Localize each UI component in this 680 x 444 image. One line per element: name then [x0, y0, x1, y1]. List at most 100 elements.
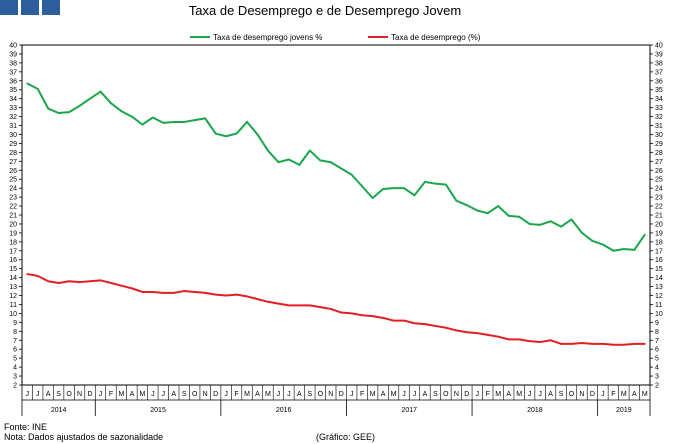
data-point — [89, 97, 91, 100]
data-point — [267, 149, 269, 152]
data-point — [193, 291, 196, 293]
y-tick-label-left: 7 — [13, 338, 17, 345]
y-tick-label-right: 40 — [655, 43, 663, 50]
y-tick-label-right: 20 — [655, 221, 663, 228]
data-point — [329, 308, 332, 310]
x-tick-label-month: N — [203, 391, 208, 398]
y-tick-label-right: 36 — [655, 78, 663, 85]
x-tick-label-month: J — [151, 391, 155, 398]
x-tick-label-month: A — [297, 391, 302, 398]
data-point — [612, 343, 615, 346]
y-tick-label-left: 10 — [9, 311, 17, 318]
x-tick-label-month: J — [36, 391, 40, 398]
data-point — [131, 115, 133, 118]
data-point — [403, 187, 405, 190]
x-tick-label-month: J — [162, 391, 166, 398]
data-point — [413, 322, 416, 325]
logo — [0, 0, 60, 15]
x-tick-label-month: S — [182, 391, 187, 398]
x-tick-label-month: A — [130, 391, 135, 398]
y-tick-label-right: 7 — [655, 338, 659, 345]
y-tick-label-left: 18 — [9, 239, 17, 246]
data-point — [539, 223, 541, 226]
data-point — [193, 119, 196, 122]
y-tick-label-right: 22 — [655, 204, 663, 211]
data-point — [204, 117, 207, 120]
x-tick-label-month: F — [360, 391, 364, 398]
data-point — [507, 338, 510, 341]
x-tick-label-month: A — [46, 391, 51, 398]
x-tick-label-month: A — [171, 391, 176, 398]
logo-square — [21, 0, 39, 15]
legend-label: Taxa de desemprego (%) — [391, 33, 481, 42]
x-tick-label-month: O — [318, 391, 324, 398]
x-tick-label-month: D — [590, 391, 595, 398]
x-tick-label-month: O — [443, 391, 449, 398]
data-point — [371, 315, 374, 318]
data-point — [581, 231, 583, 234]
y-tick-label-left: 16 — [9, 257, 17, 264]
data-point — [141, 291, 144, 293]
data-point — [413, 194, 416, 197]
data-point — [465, 204, 468, 207]
seasonal-adjustment-note: Nota: Dados ajustados de sazonalidade — [4, 432, 164, 442]
data-point — [455, 329, 458, 332]
legend: Taxa de desemprego jovens % Taxa de desem… — [190, 33, 481, 42]
y-tick-label-right: 24 — [655, 186, 663, 193]
logo-square — [0, 0, 18, 15]
y-tick-label-left: 36 — [9, 78, 17, 85]
y-tick-label-right: 10 — [655, 311, 663, 318]
data-point — [89, 280, 91, 283]
data-point — [78, 281, 81, 284]
data-point — [507, 214, 510, 217]
y-tick-label-right: 32 — [655, 114, 663, 121]
data-point — [120, 110, 123, 113]
data-point — [204, 291, 207, 294]
data-point — [329, 161, 332, 164]
y-tick-label-left: 39 — [9, 51, 17, 58]
data-point — [26, 82, 29, 85]
y-tick-label-left: 34 — [9, 96, 17, 103]
data-point — [612, 249, 615, 252]
y-tick-label-right: 23 — [655, 195, 663, 202]
x-tick-label-month: O — [66, 391, 72, 398]
data-point — [308, 149, 311, 152]
x-tick-label-year: 2014 — [51, 407, 67, 414]
data-point — [183, 290, 186, 292]
data-point — [110, 102, 112, 105]
data-point — [256, 298, 259, 301]
x-tick-label-month: J — [413, 391, 417, 398]
data-point — [162, 121, 165, 124]
y-tick-label-right: 18 — [655, 239, 663, 246]
y-tick-label-left: 22 — [9, 204, 17, 211]
data-point — [288, 158, 290, 161]
y-tick-label-left: 40 — [9, 43, 17, 50]
x-tick-label-month: S — [307, 391, 312, 398]
data-point — [392, 319, 395, 322]
data-point — [518, 215, 521, 218]
data-point — [528, 340, 531, 343]
x-tick-label-month: F — [109, 391, 113, 398]
y-tick-label-right: 2 — [655, 383, 659, 390]
x-tick-label-month: M — [495, 391, 501, 398]
y-tick-label-left: 12 — [9, 293, 17, 300]
data-point — [298, 304, 301, 307]
x-tick-label-month: N — [328, 391, 333, 398]
x-tick-label-month: J — [402, 391, 406, 398]
y-tick-label-left: 32 — [9, 114, 17, 121]
data-point — [47, 107, 50, 110]
data-point — [78, 104, 81, 107]
data-point — [151, 291, 154, 293]
x-tick-label-month: J — [528, 391, 532, 398]
data-point — [350, 173, 353, 176]
x-tick-label-month: D — [339, 391, 344, 398]
logo-square — [42, 0, 60, 15]
y-tick-label-right: 11 — [655, 302, 662, 309]
data-point — [497, 205, 500, 207]
y-tick-label-right: 3 — [655, 374, 659, 381]
y-tick-label-left: 13 — [9, 284, 17, 291]
y-tick-label-left: 4 — [13, 365, 17, 372]
x-tick-label-year: 2017 — [401, 407, 417, 414]
data-point — [267, 300, 269, 303]
data-point — [476, 332, 479, 335]
